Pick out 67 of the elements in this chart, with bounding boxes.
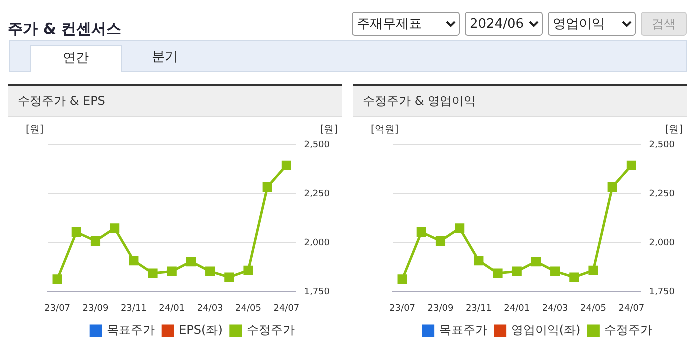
point bbox=[455, 224, 465, 234]
point bbox=[244, 266, 254, 276]
point bbox=[626, 160, 636, 170]
point bbox=[493, 268, 503, 278]
point bbox=[262, 182, 272, 192]
x-tick-label: 23/11 bbox=[120, 304, 147, 314]
point bbox=[52, 274, 62, 284]
text: 영업이익 bbox=[548, 12, 636, 36]
x-tick-label: 23/07 bbox=[44, 304, 71, 314]
x-tick-label: 24/05 bbox=[580, 304, 606, 314]
y-axis-title: [원] bbox=[26, 124, 44, 136]
point bbox=[110, 224, 120, 234]
y2-tick-label: 1,750 bbox=[649, 288, 676, 298]
y-axis-title: [억원] bbox=[371, 124, 399, 136]
point bbox=[148, 268, 158, 278]
point bbox=[436, 236, 446, 246]
y2-tick-label: 2,000 bbox=[304, 238, 330, 248]
y2-axis-title: [원] bbox=[320, 124, 338, 136]
point bbox=[206, 266, 216, 276]
y2-tick-label: 2,000 bbox=[649, 238, 676, 248]
point bbox=[167, 266, 177, 276]
point bbox=[282, 160, 292, 170]
text: 주가 & 컨센서스 bbox=[8, 20, 122, 39]
legend-label: 목표주가 bbox=[439, 323, 488, 338]
point bbox=[90, 236, 101, 246]
x-tick-label: 23/07 bbox=[390, 304, 416, 314]
y2-tick-label: 2,250 bbox=[649, 189, 676, 200]
y2-tick-label: 1,750 bbox=[304, 288, 330, 298]
x-tick-label: 24/01 bbox=[159, 304, 186, 314]
y2-tick-label: 2,500 bbox=[304, 140, 330, 150]
point bbox=[72, 228, 82, 238]
point bbox=[512, 266, 522, 276]
text: 연간 bbox=[30, 45, 122, 72]
text: 2024/06 bbox=[465, 12, 543, 36]
y2-tick-label: 2,250 bbox=[304, 189, 330, 200]
legend-label: EPS(좌) bbox=[179, 323, 223, 338]
x-tick-label: 24/07 bbox=[274, 304, 300, 314]
point bbox=[398, 274, 408, 284]
point bbox=[608, 182, 618, 192]
x-tick-label: 23/09 bbox=[428, 304, 454, 314]
x-tick-label: 23/09 bbox=[82, 304, 109, 314]
legend-label: 영업이익(좌) bbox=[511, 323, 581, 338]
point bbox=[570, 272, 580, 282]
point bbox=[416, 228, 426, 238]
text: 주재무제표 bbox=[352, 12, 460, 36]
point bbox=[224, 272, 234, 282]
x-tick-label: 24/03 bbox=[542, 304, 568, 314]
legend-label: 수정주가 bbox=[246, 323, 295, 338]
x-tick-label: 23/11 bbox=[466, 304, 492, 314]
point bbox=[186, 256, 196, 267]
text: 검색 bbox=[641, 12, 687, 36]
point bbox=[550, 266, 560, 276]
point bbox=[588, 266, 598, 276]
x-tick-label: 24/05 bbox=[236, 304, 262, 314]
y2-tick-label: 2,500 bbox=[649, 140, 676, 150]
chart-title: 수정주가 & EPS bbox=[8, 84, 342, 117]
point bbox=[531, 256, 541, 267]
text: 분기 bbox=[151, 49, 179, 67]
legend-label: 수정주가 bbox=[604, 323, 653, 338]
x-tick-label: 24/07 bbox=[618, 304, 645, 314]
x-tick-label: 24/01 bbox=[504, 304, 530, 314]
point bbox=[474, 256, 484, 266]
point bbox=[129, 256, 139, 266]
chart-title: 수정주가 & 영업이익 bbox=[353, 84, 687, 117]
x-tick-label: 24/03 bbox=[197, 304, 224, 314]
y2-axis-title: [원] bbox=[665, 124, 684, 136]
legend-label: 목표주가 bbox=[107, 323, 156, 338]
